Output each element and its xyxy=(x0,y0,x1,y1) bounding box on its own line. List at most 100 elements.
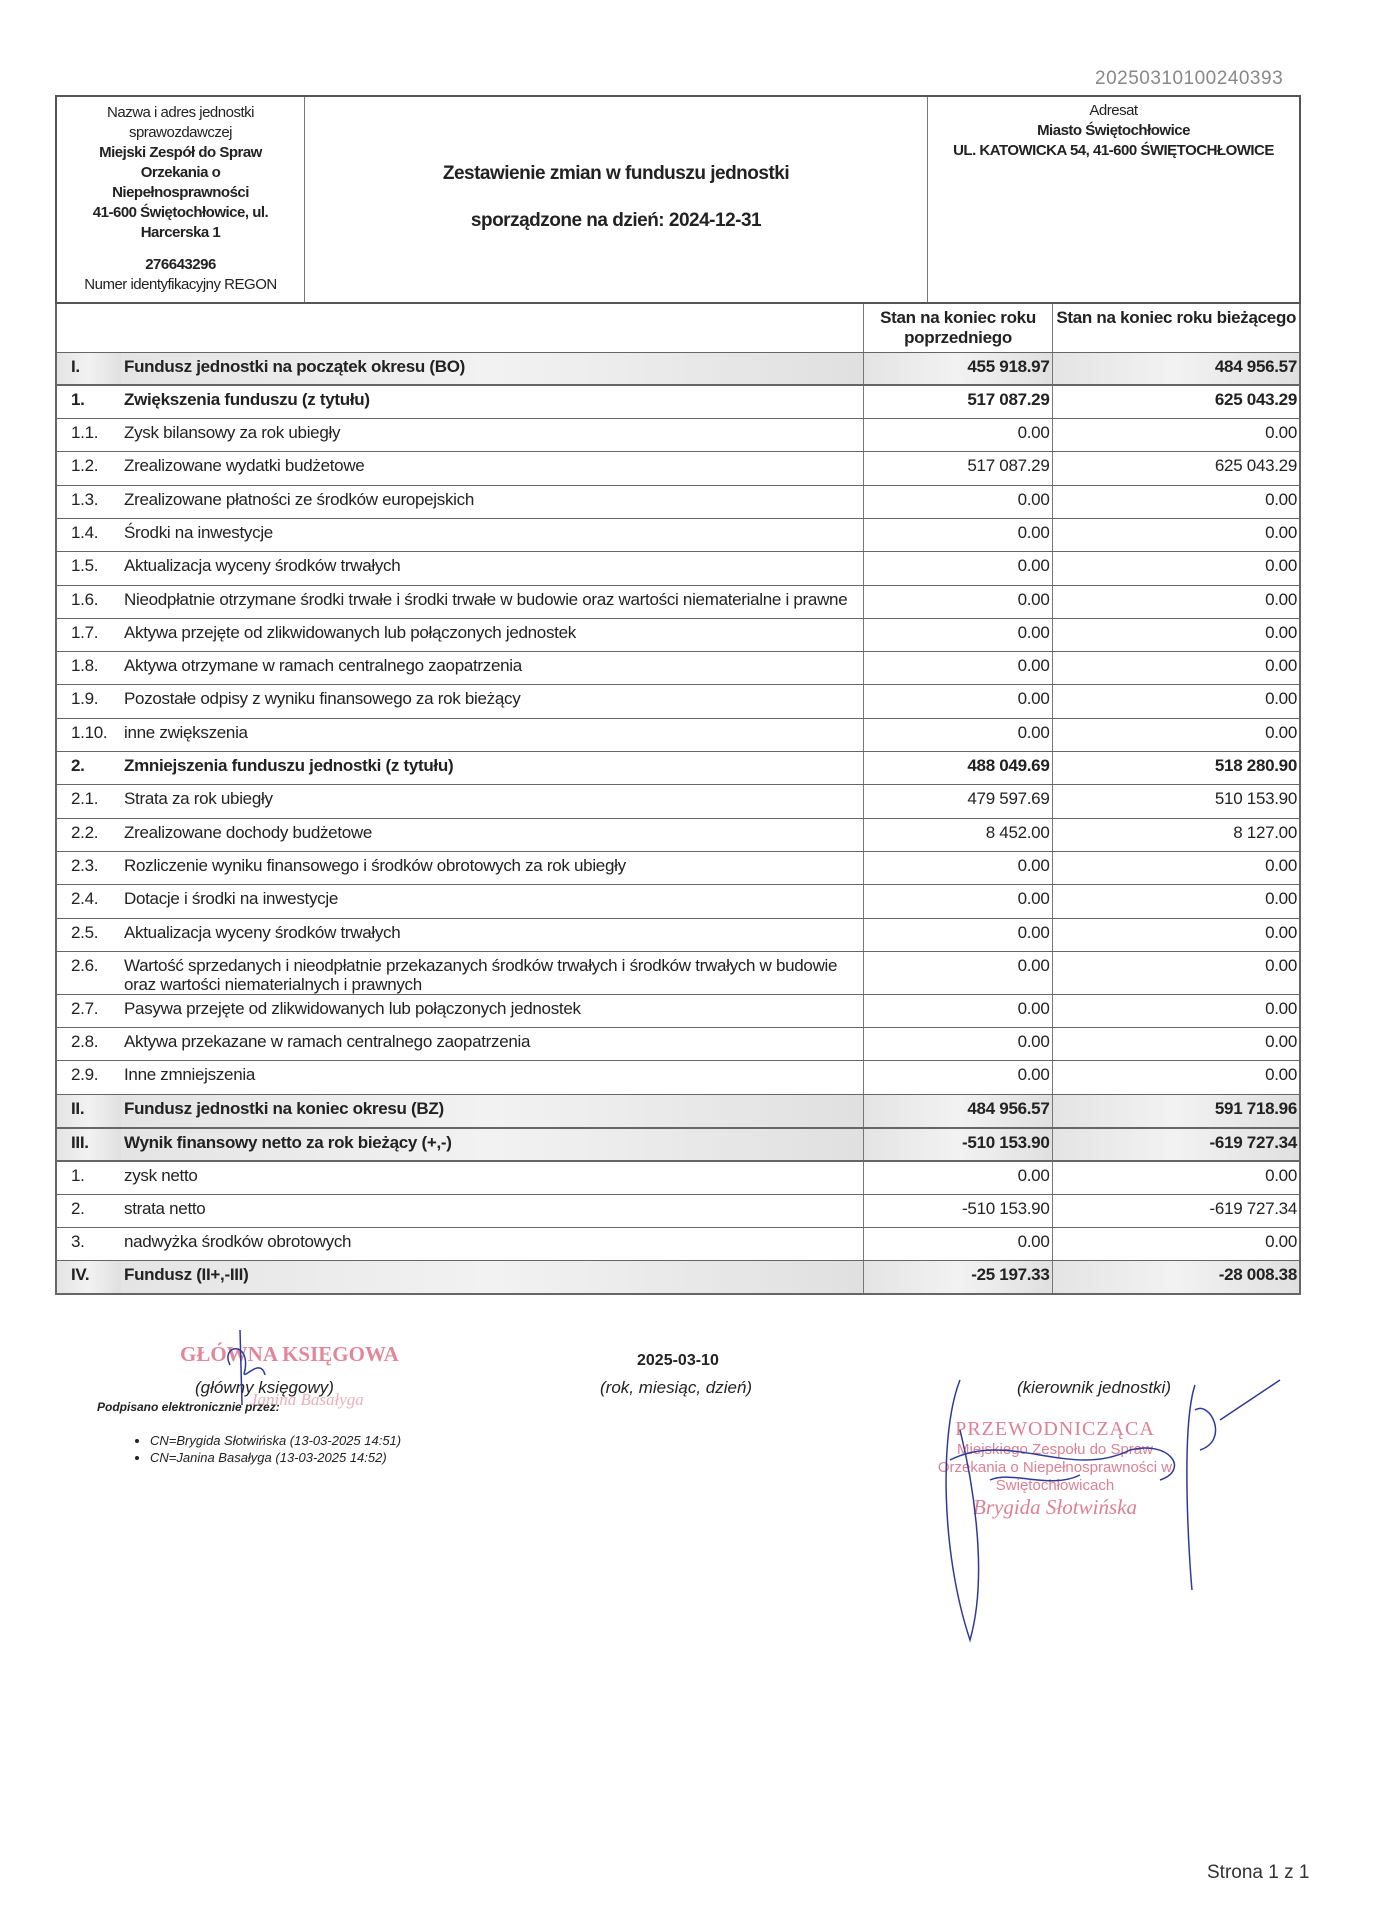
value-prev-year: 0.00 xyxy=(863,884,1053,919)
value-current-year: 518 280.90 xyxy=(1052,751,1300,786)
value-current-year: -28 008.38 xyxy=(1052,1260,1300,1296)
row-number: 3. xyxy=(56,1227,121,1262)
row-label: Zwiększenia funduszu (z tytułu) xyxy=(121,385,864,420)
regon: 276643296 xyxy=(145,256,216,273)
table-row: 1.5. Aktualizacja wyceny środków trwałych… xyxy=(56,551,1300,586)
signer: CN=Janina Basałyga (13-03-2025 14:52) xyxy=(150,1449,401,1466)
addressee: Adresat Miasto Świętochłowice UL. KATOWI… xyxy=(928,97,1299,302)
head-label: (kierownik jednostki) xyxy=(1017,1378,1171,1397)
table-row: 3. nadwyżka środków obrotowych 0.00 0.00 xyxy=(56,1227,1300,1262)
value-prev-year: 488 049.69 xyxy=(863,751,1053,786)
row-number: I. xyxy=(56,352,121,387)
row-number: 2. xyxy=(56,1194,121,1228)
signing-date: 2025-03-10 xyxy=(637,1352,719,1369)
row-label: Fundusz jednostki na początek okresu (BO… xyxy=(121,352,864,387)
value-current-year: 0.00 xyxy=(1052,651,1300,686)
value-current-year: 0.00 xyxy=(1052,1027,1300,1062)
title-block: Zestawienie zmian w funduszu jednostki s… xyxy=(305,97,928,302)
row-number: 1. xyxy=(56,385,121,420)
page-number: Strona 1 z 1 xyxy=(1207,1862,1310,1883)
value-prev-year: -25 197.33 xyxy=(863,1260,1053,1296)
table-row: 2.9. Inne zmniejszenia 0.00 0.00 xyxy=(56,1060,1300,1095)
accountant-stamp: GŁÓWNA KSIĘGOWA xyxy=(180,1342,399,1366)
table-row: I. Fundusz jednostki na początek okresu (… xyxy=(56,352,1300,387)
value-prev-year: 8 452.00 xyxy=(863,818,1053,852)
table-row: 1. Zwiększenia funduszu (z tytułu) 517 087… xyxy=(56,385,1300,420)
row-label: Rozliczenie wyniku finansowego i środków… xyxy=(121,851,864,886)
value-current-year: 8 127.00 xyxy=(1052,818,1300,852)
value-prev-year: 0.00 xyxy=(863,418,1053,453)
value-current-year: 0.00 xyxy=(1052,585,1300,619)
table-row: 1.6. Nieodpłatnie otrzymane środki trwałe… xyxy=(56,585,1300,619)
header-block: Nazwa i adres jednostki sprawozdawczej M… xyxy=(55,95,1301,304)
row-label: Zysk bilansowy za rok ubiegły xyxy=(121,418,864,453)
value-current-year: 0.00 xyxy=(1052,684,1300,719)
row-number: 1.3. xyxy=(56,485,121,519)
value-current-year: 591 718.96 xyxy=(1052,1094,1300,1129)
value-current-year: 484 956.57 xyxy=(1052,352,1300,387)
row-number: 2.9. xyxy=(56,1060,121,1095)
column-current-year: Stan na koniec roku bieżącego xyxy=(1052,304,1300,353)
row-label: inne zwiększenia xyxy=(121,718,864,753)
value-current-year: 625 043.29 xyxy=(1052,385,1300,420)
row-number: 2.1. xyxy=(56,784,121,819)
value-current-year: 510 153.90 xyxy=(1052,784,1300,819)
value-current-year: 0.00 xyxy=(1052,485,1300,519)
table-row: 1. zysk netto 0.00 0.00 xyxy=(56,1160,1300,1195)
table-row: 1.3. Zrealizowane płatności ze środków eu… xyxy=(56,485,1300,519)
value-prev-year: 0.00 xyxy=(863,1227,1053,1262)
table-row: 1.4. Środki na inwestycje 0.00 0.00 xyxy=(56,518,1300,553)
row-label: Aktualizacja wyceny środków trwałych xyxy=(121,551,864,586)
value-current-year: 0.00 xyxy=(1052,884,1300,919)
row-number: 2.2. xyxy=(56,818,121,852)
chair-stamp: PRZEWODNICZĄCA Miejskiego Zespołu do Spr… xyxy=(930,1418,1180,1520)
signed-by-label: Podpisano elektronicznie przez: xyxy=(97,1400,280,1414)
value-prev-year: -510 153.90 xyxy=(863,1194,1053,1228)
reporting-unit: Nazwa i adres jednostki sprawozdawczej M… xyxy=(57,97,305,302)
row-number: 1.1. xyxy=(56,418,121,453)
value-prev-year: 484 956.57 xyxy=(863,1094,1053,1129)
chair-stamp-unit: Miejskiego Zespołu do Spraw Orzekania o … xyxy=(937,1441,1173,1494)
row-number: 1.8. xyxy=(56,651,121,686)
value-prev-year: 0.00 xyxy=(863,918,1053,952)
unit-label: Nazwa i adres jednostki sprawozdawczej xyxy=(107,104,254,141)
value-current-year: 0.00 xyxy=(1052,1060,1300,1095)
row-label: Aktywa przejęte od zlikwidowanych lub po… xyxy=(121,618,864,653)
row-number: 1.5. xyxy=(56,551,121,586)
row-number: II. xyxy=(56,1094,121,1129)
report-date: sporządzone na dzień: 2024-12-31 xyxy=(470,210,762,231)
value-prev-year: -510 153.90 xyxy=(863,1127,1053,1162)
table-row: 2.8. Aktywa przekazane w ramach centralne… xyxy=(56,1027,1300,1062)
table-row: 2. strata netto -510 153.90 -619 727.34 xyxy=(56,1194,1300,1228)
row-number: 2.8. xyxy=(56,1027,121,1062)
table-row: 1.1. Zysk bilansowy za rok ubiegły 0.00 0.0… xyxy=(56,418,1300,453)
table-row: II. Fundusz jednostki na koniec okresu (B… xyxy=(56,1094,1300,1129)
document-title: Zestawienie zmian w funduszu jednostki xyxy=(442,163,790,184)
row-label: Strata za rok ubiegły xyxy=(121,784,864,819)
value-prev-year: 0.00 xyxy=(863,684,1053,719)
value-current-year: 0.00 xyxy=(1052,418,1300,453)
row-label: Aktywa przekazane w ramach centralnego z… xyxy=(121,1027,864,1062)
value-prev-year: 479 597.69 xyxy=(863,784,1053,819)
accountant-signature xyxy=(227,1329,266,1406)
row-label: Wynik finansowy netto za rok bieżący (+,… xyxy=(121,1127,864,1162)
value-prev-year: 0.00 xyxy=(863,718,1053,753)
row-label: Aktualizacja wyceny środków trwałych xyxy=(121,918,864,952)
row-number: 2.4. xyxy=(56,884,121,919)
row-label: Nieodpłatnie otrzymane środki trwałe i ś… xyxy=(121,585,864,619)
value-prev-year: 0.00 xyxy=(863,551,1053,586)
unit-address: 41-600 Świętochłowice, ul. Harcerska 1 xyxy=(92,204,269,241)
table-row: 2. Zmniejszenia funduszu jednostki (z tyt… xyxy=(56,751,1300,786)
row-label: Środki na inwestycje xyxy=(121,518,864,553)
table-row: 2.1. Strata za rok ubiegły 479 597.69 510 1… xyxy=(56,784,1300,819)
table-row: IV. Fundusz (II+,-III) -25 197.33 -28 008.3… xyxy=(56,1260,1300,1296)
table-row: 1.10. inne zwiększenia 0.00 0.00 xyxy=(56,718,1300,753)
date-label: (rok, miesiąc, dzień) xyxy=(600,1378,753,1397)
row-label: Wartość sprzedanych i nieodpłatnie przek… xyxy=(121,951,864,995)
column-header-row: Stan na koniec roku poprzedniego Stan na… xyxy=(56,304,1300,353)
chair-stamp-title: PRZEWODNICZĄCA xyxy=(955,1418,1155,1440)
addressee-address: UL. KATOWICKA 54, 41-600 ŚWIĘTOCHŁOWICE xyxy=(953,142,1274,159)
row-number: 1. xyxy=(56,1160,121,1195)
table-row: 2.3. Rozliczenie wyniku finansowego i śro… xyxy=(56,851,1300,886)
row-number: 1.2. xyxy=(56,451,121,486)
